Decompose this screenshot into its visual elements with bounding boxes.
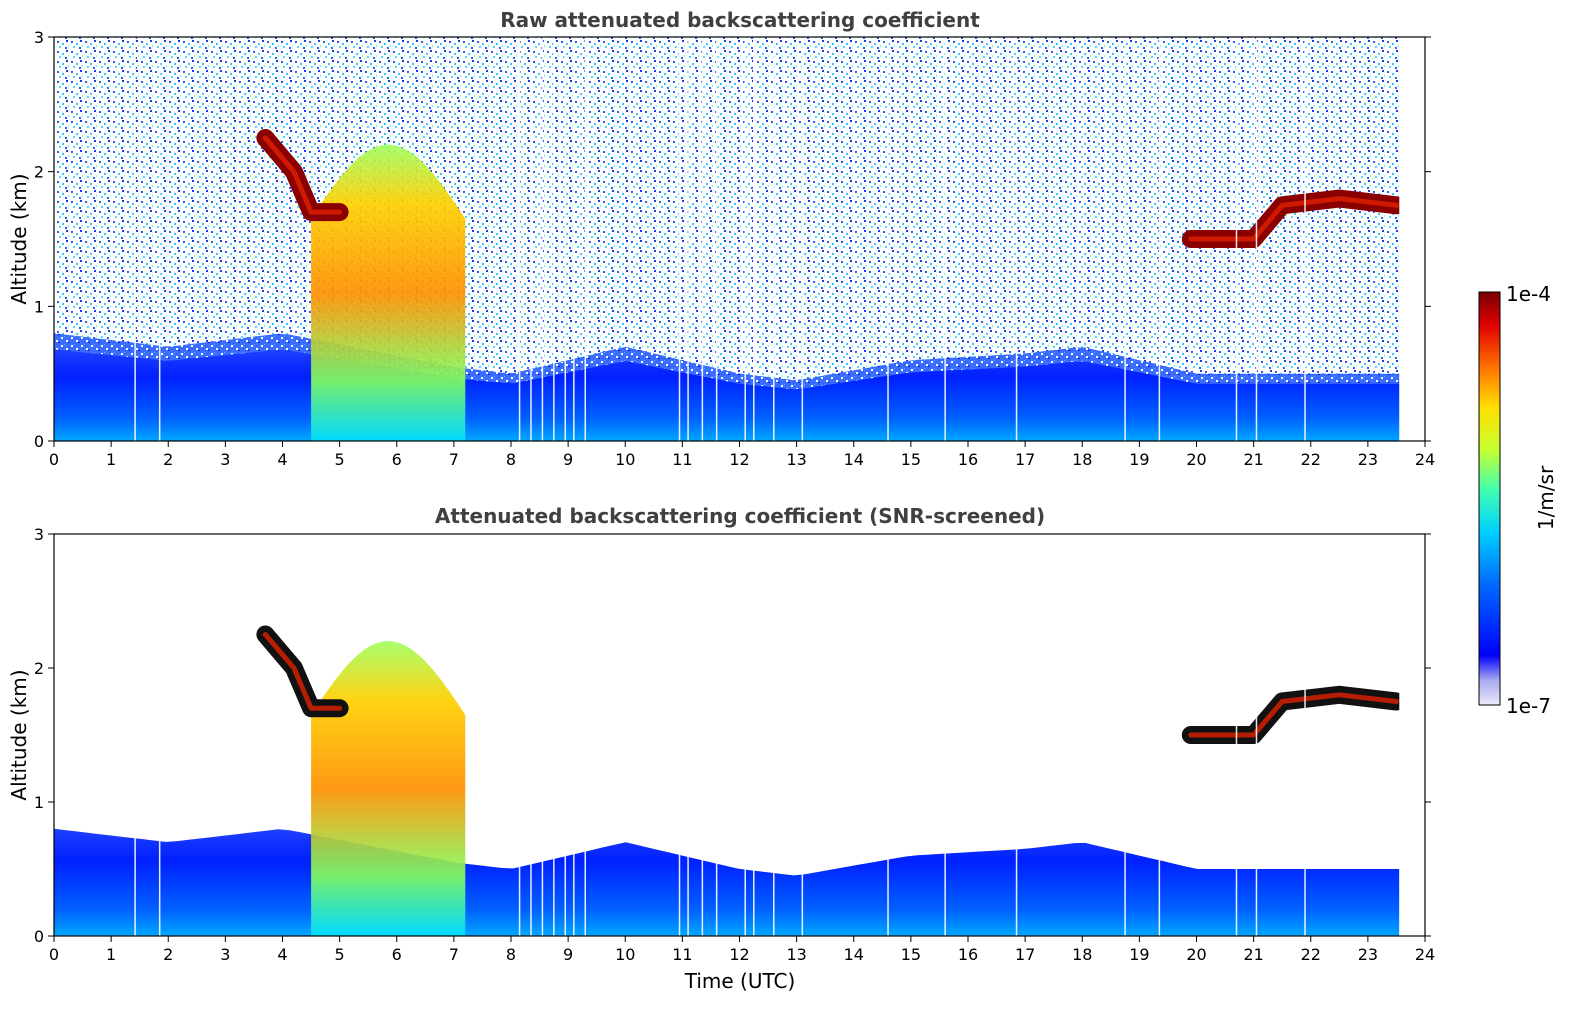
x-tick-label: 18 [1072, 945, 1092, 964]
x-tick-label: 3 [220, 450, 230, 469]
panel-screened-x-ticks: 0 1 2 3 4 5 6 7 8 9 10 11 12 13 14 15 16 17 18 19 20 21 22 23 24 [49, 936, 1435, 964]
y-tick-label: 0 [34, 432, 44, 451]
x-tick-label: 7 [449, 450, 459, 469]
x-tick-label: 22 [1301, 450, 1321, 469]
x-tick-label: 17 [1015, 450, 1035, 469]
x-tick-label: 1 [106, 945, 116, 964]
no-data-region [1399, 534, 1425, 936]
x-tick-label: 8 [506, 945, 516, 964]
aerosol-plume [311, 641, 466, 936]
cloud-layers [256, 129, 1406, 248]
panel-raw-y-ticks: 0 1 2 3 [34, 28, 1431, 451]
x-tick-label: 6 [392, 945, 402, 964]
x-tick-label: 0 [49, 945, 59, 964]
x-tick-label: 24 [1415, 945, 1435, 964]
x-tick-label: 2 [163, 450, 173, 469]
x-tick-label: 16 [958, 450, 978, 469]
x-tick-label: 15 [901, 450, 921, 469]
x-tick-label: 14 [844, 450, 864, 469]
x-tick-label: 15 [901, 945, 921, 964]
no-data-region [1399, 37, 1425, 441]
colorbar-label: 1/m/sr [1534, 465, 1558, 530]
x-tick-label: 20 [1186, 450, 1206, 469]
colorbar-gradient [1478, 291, 1501, 706]
x-tick-label: 11 [672, 450, 692, 469]
x-tick-label: 7 [449, 945, 459, 964]
panel-screened-ylabel: Altitude (km) [7, 669, 31, 800]
x-tick-label: 3 [220, 945, 230, 964]
x-tick-label: 12 [729, 945, 749, 964]
x-tick-label: 24 [1415, 450, 1435, 469]
y-tick-label: 2 [34, 659, 44, 678]
panel-raw-title: Raw attenuated backscattering coefficien… [500, 8, 980, 32]
colorbar-min-label: 1e-7 [1506, 694, 1551, 718]
y-tick-label: 1 [34, 297, 44, 316]
x-tick-label: 5 [335, 450, 345, 469]
aerosol-plume [311, 144, 466, 441]
panel-raw-x-ticks: 0 1 2 3 4 5 6 7 8 9 10 11 12 13 14 15 16 17 18 19 20 21 22 23 24 [49, 441, 1435, 469]
y-tick-label: 2 [34, 163, 44, 182]
y-tick-label: 1 [34, 793, 44, 812]
panel-raw: Raw attenuated backscattering coefficien… [7, 8, 1435, 469]
x-tick-label: 6 [392, 450, 402, 469]
panel-screened-title: Attenuated backscattering coefficient (S… [435, 504, 1045, 528]
panel-raw-ylabel: Altitude (km) [7, 173, 31, 304]
cloud-layers [256, 625, 1406, 744]
x-tick-label: 9 [563, 945, 573, 964]
x-tick-label: 22 [1301, 945, 1321, 964]
x-tick-label: 10 [615, 945, 635, 964]
x-tick-label: 5 [335, 945, 345, 964]
y-tick-label: 0 [34, 927, 44, 946]
x-tick-label: 4 [277, 450, 287, 469]
x-tick-label: 19 [1129, 450, 1149, 469]
x-tick-label: 18 [1072, 450, 1092, 469]
x-tick-label: 11 [672, 945, 692, 964]
x-tick-label: 13 [786, 945, 806, 964]
x-tick-label: 17 [1015, 945, 1035, 964]
data-gaps [134, 534, 1425, 936]
x-tick-label: 2 [163, 945, 173, 964]
x-tick-label: 4 [277, 945, 287, 964]
cloud-layer-edge [262, 135, 343, 215]
panel-screened-heatmap [54, 534, 1425, 936]
x-tick-label: 0 [49, 450, 59, 469]
x-tick-label: 12 [729, 450, 749, 469]
x-tick-label: 9 [563, 450, 573, 469]
x-tick-label: 23 [1358, 945, 1378, 964]
y-tick-label: 3 [34, 28, 44, 47]
x-tick-label: 21 [1243, 945, 1263, 964]
cloud-layer-edge [262, 632, 343, 711]
x-axis-label: Time (UTC) [684, 969, 796, 993]
x-tick-label: 8 [506, 450, 516, 469]
data-gaps [134, 37, 1425, 441]
x-tick-label: 13 [786, 450, 806, 469]
x-tick-label: 1 [106, 450, 116, 469]
cloud-layer-edge [1188, 692, 1399, 738]
x-tick-label: 10 [615, 450, 635, 469]
y-tick-label: 3 [34, 525, 44, 544]
colorbar-max-label: 1e-4 [1506, 282, 1551, 306]
colorbar: 1e-4 1e-7 1/m/sr [1478, 282, 1558, 718]
cloud-layer-edge [1188, 196, 1399, 242]
x-tick-label: 19 [1129, 945, 1149, 964]
x-tick-label: 21 [1243, 450, 1263, 469]
panel-screened: Attenuated backscattering coefficient (S… [7, 504, 1435, 993]
panel-screened-y-ticks: 0 1 2 3 [34, 525, 1431, 946]
x-tick-label: 20 [1186, 945, 1206, 964]
panel-raw-heatmap [54, 37, 1425, 441]
x-tick-label: 16 [958, 945, 978, 964]
x-tick-label: 23 [1358, 450, 1378, 469]
x-tick-label: 14 [844, 945, 864, 964]
